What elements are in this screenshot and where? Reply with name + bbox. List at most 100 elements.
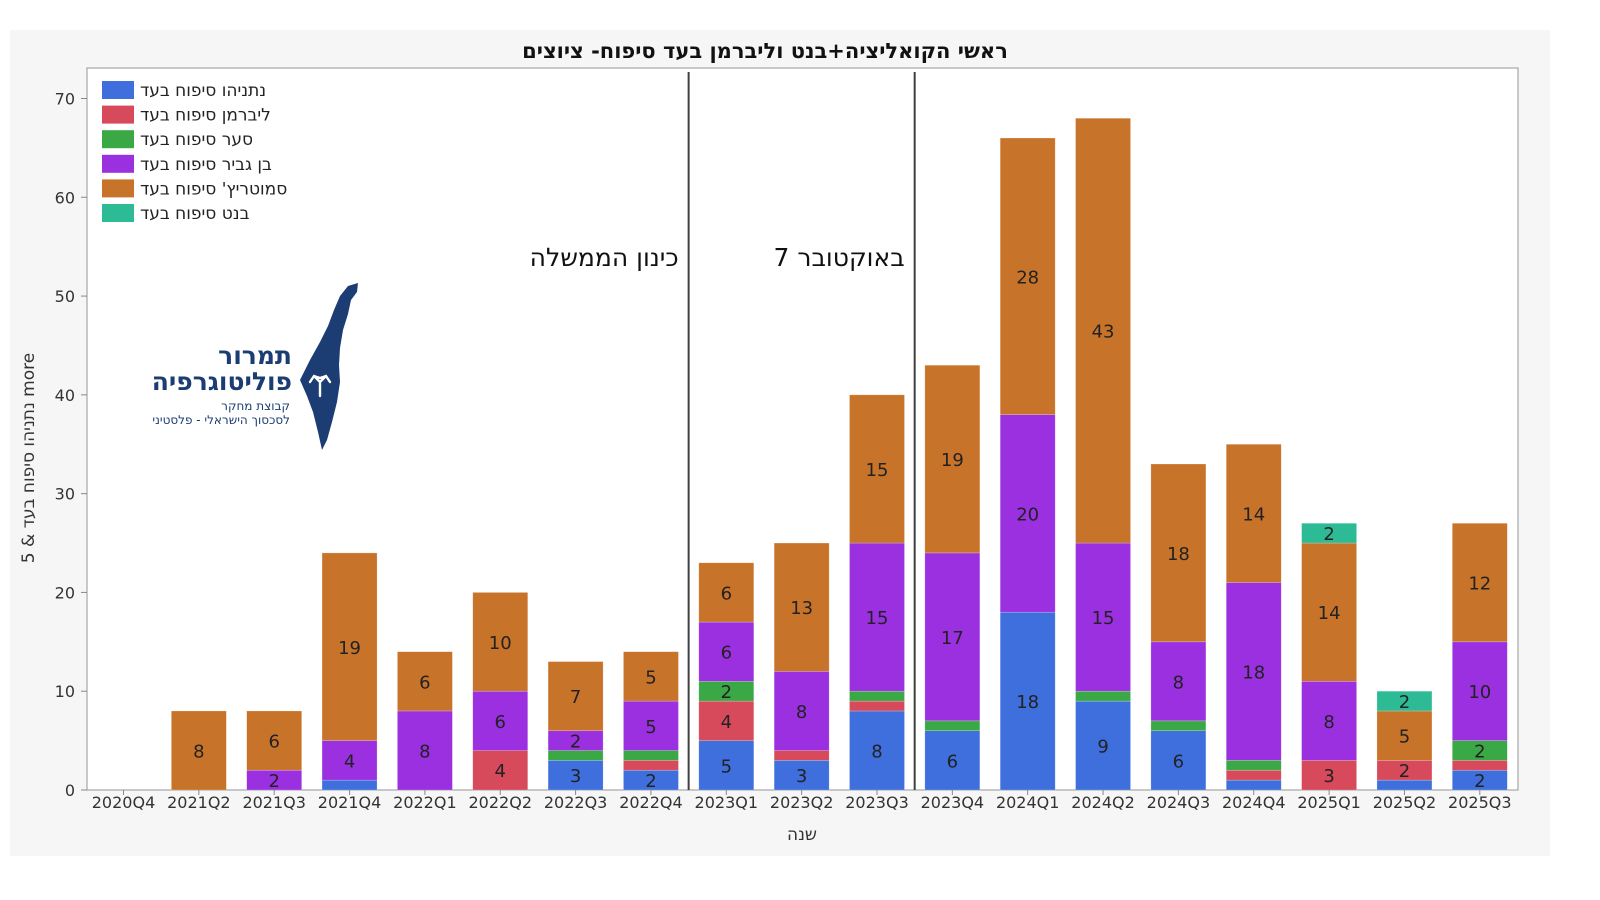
data-label: 20 bbox=[1016, 504, 1039, 525]
data-label: 14 bbox=[1242, 504, 1265, 525]
bar-stack-2024Q1: 18 20 28 bbox=[999, 137, 1056, 791]
x-tick-label: 2024Q3 bbox=[1147, 793, 1211, 812]
bar-segment bbox=[1150, 641, 1207, 722]
x-tick-label: 2021Q3 bbox=[242, 793, 306, 812]
data-label: 2 bbox=[570, 732, 581, 753]
crossroads-icon bbox=[308, 374, 332, 398]
x-tick-label: 2021Q4 bbox=[318, 793, 382, 812]
bar-segment bbox=[1150, 463, 1207, 643]
bar-segment bbox=[1150, 720, 1207, 732]
x-tick-label: 2023Q2 bbox=[770, 793, 834, 812]
event-lines: כינון הממשלה 7 באוקטובר bbox=[530, 72, 916, 790]
stacked-bar-chart: ראשי הקואליציה+בנט וליברמן בעד סיפוח- צי… bbox=[19, 39, 1519, 845]
bar-segment bbox=[849, 542, 905, 692]
data-label: 13 bbox=[790, 598, 813, 619]
legend-item: ליברמן סיפוח בעד bbox=[102, 105, 271, 126]
x-tick-label: 2022Q1 bbox=[393, 793, 457, 812]
x-tick-label: 2025Q2 bbox=[1373, 793, 1437, 812]
bar-segment bbox=[623, 700, 679, 751]
data-label: 17 bbox=[941, 628, 964, 649]
bar-stack-2022Q3: 3 2 7 bbox=[547, 661, 604, 791]
bar-segment bbox=[773, 542, 830, 672]
bar-segment bbox=[773, 750, 830, 761]
x-tick-label: 2024Q1 bbox=[996, 793, 1060, 812]
data-label: 8 bbox=[871, 741, 882, 762]
legend-item: נתניהו סיפוח בעד bbox=[102, 81, 266, 101]
chart-frame: ראשי הקואליציה+בנט וליברמן בעד סיפוח- צי… bbox=[10, 30, 1550, 856]
data-label: 19 bbox=[941, 450, 964, 471]
data-label: 28 bbox=[1016, 267, 1039, 288]
map-icon bbox=[300, 283, 358, 450]
bar-segment bbox=[472, 592, 529, 692]
bar-segment bbox=[547, 760, 604, 791]
bar-segment bbox=[999, 611, 1056, 791]
bar-segment bbox=[698, 740, 755, 791]
y-tick-label: 50 bbox=[55, 287, 75, 306]
legend-label: ליברמן סיפוח בעד bbox=[140, 106, 271, 126]
logo-title-line2: פוליטוגרפיה bbox=[152, 367, 292, 396]
bar-stack-2023Q2: 3 8 13 bbox=[773, 542, 830, 791]
data-label: 10 bbox=[489, 633, 512, 654]
bar-stack-2025Q2: 2 5 2 bbox=[1376, 690, 1433, 791]
bar-segment bbox=[397, 710, 453, 791]
legend-swatch bbox=[102, 81, 134, 99]
bar-segment bbox=[924, 364, 981, 554]
bar-segment bbox=[773, 671, 830, 751]
bar-segment bbox=[623, 760, 679, 771]
bar-segment bbox=[1452, 522, 1508, 643]
bar-stack-2023Q3: 8 15 15 bbox=[849, 394, 905, 791]
bar-segment bbox=[1075, 542, 1131, 692]
data-label: 8 bbox=[193, 741, 204, 762]
data-label: 2 bbox=[721, 682, 732, 703]
data-label: 2 bbox=[1399, 761, 1410, 782]
bar-segment bbox=[924, 720, 981, 732]
bar-segment bbox=[1225, 582, 1282, 761]
bar-segment bbox=[1150, 730, 1207, 791]
bar-segment bbox=[321, 779, 378, 791]
bar-segment bbox=[1225, 443, 1282, 583]
data-label: 5 bbox=[645, 667, 656, 688]
data-label: 8 bbox=[1173, 672, 1184, 693]
y-axis-label: 5 & נתניהו סיפוח בעד more bbox=[19, 353, 39, 563]
data-label: 2 bbox=[1474, 771, 1485, 792]
bar-segment bbox=[1376, 710, 1433, 761]
bar-segment bbox=[1452, 641, 1508, 741]
bar-stack-2021Q3: 26 bbox=[246, 710, 302, 792]
data-label: 8 bbox=[1323, 712, 1334, 733]
logo: תמרור פוליטוגרפיה קבוצת מחקר לסכסוך הישר… bbox=[152, 283, 358, 450]
data-label: 8 bbox=[796, 702, 807, 723]
data-label: 7 bbox=[570, 687, 581, 708]
data-label: 2 bbox=[1474, 741, 1485, 762]
x-tick-label: 2024Q2 bbox=[1071, 793, 1135, 812]
data-label: 2 bbox=[1323, 524, 1334, 545]
bar-segment bbox=[698, 562, 755, 623]
data-label: 18 bbox=[1167, 544, 1190, 565]
x-tick-label: 2023Q1 bbox=[695, 793, 759, 812]
data-label: 43 bbox=[1092, 322, 1115, 343]
bar-stack-2024Q2: 9 15 43 bbox=[1075, 117, 1131, 791]
logo-title-line1: תמרור bbox=[218, 341, 292, 370]
event-annotation: 7 באוקטובר bbox=[774, 243, 905, 272]
x-axis-label: שנה bbox=[787, 825, 817, 845]
bar-segment bbox=[1075, 700, 1131, 791]
legend: נתניהו סיפוח בעד ליברמן סיפוח בעד סער סיפו… bbox=[102, 81, 287, 224]
data-label: 4 bbox=[495, 761, 506, 782]
bar-stack-2025Q3: 2 2 10 12 bbox=[1452, 522, 1508, 792]
bar-segment bbox=[698, 700, 755, 741]
y-tick-label: 70 bbox=[55, 90, 75, 109]
bar-segment bbox=[999, 414, 1056, 613]
bar-segment bbox=[849, 394, 905, 544]
bars-group: 8264198646103272555426638138151561719182… bbox=[171, 117, 1508, 792]
data-label: 18 bbox=[1016, 692, 1039, 713]
bar-segment bbox=[1376, 690, 1433, 712]
x-axis: 2020Q4 2021Q2 2021Q3 2021Q4 2022Q1 2022Q2 2022… bbox=[92, 790, 1512, 812]
legend-swatch bbox=[102, 204, 134, 222]
data-label: 5 bbox=[645, 717, 656, 738]
data-label: 6 bbox=[268, 732, 279, 753]
legend-swatch bbox=[102, 105, 134, 124]
bar-segment bbox=[623, 651, 679, 702]
data-label: 18 bbox=[1242, 662, 1265, 683]
x-tick-label: 2020Q4 bbox=[92, 793, 156, 812]
x-tick-label: 2022Q2 bbox=[469, 793, 533, 812]
